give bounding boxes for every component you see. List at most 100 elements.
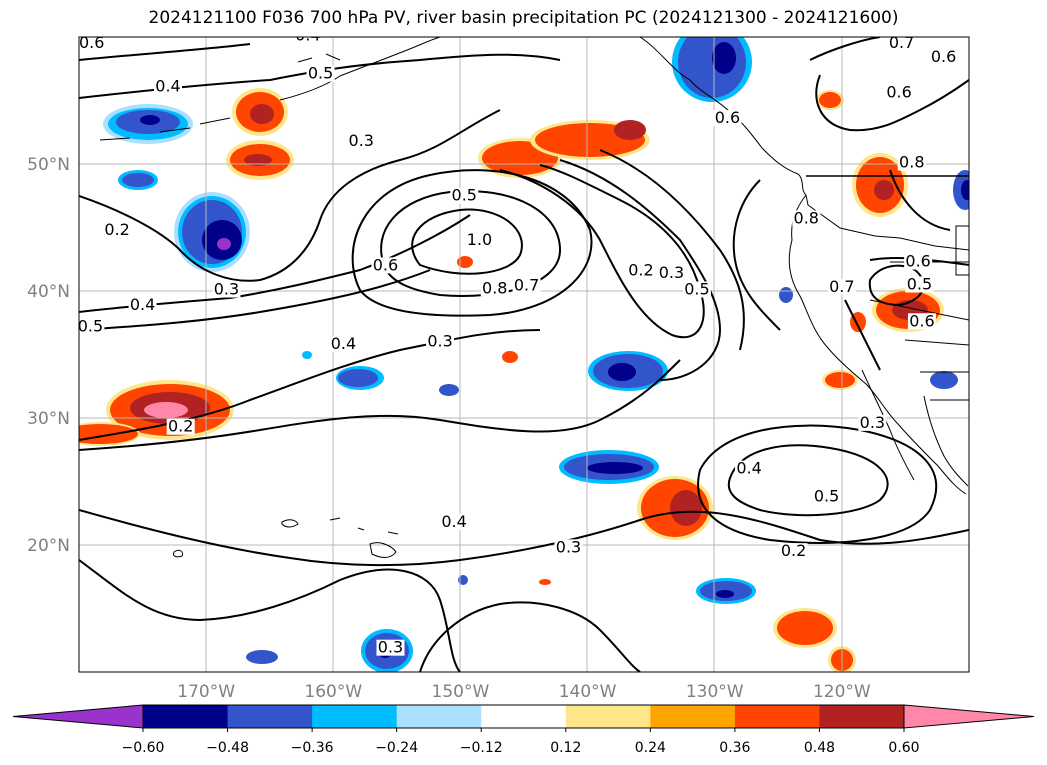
contour-label-background [376,639,405,656]
contour-label: 0.2 [168,417,193,436]
latitude-tick-label: 30°N [27,409,70,429]
contour-label-background [79,318,105,335]
contour-label-background [792,210,821,227]
precip-shading [79,37,969,672]
colorbar-tick-label: −0.48 [206,740,249,756]
contour-label-background [480,280,509,297]
contour-label: 0.4 [736,459,761,478]
contour-label: 0.6 [931,47,956,66]
contour-label-background [713,110,742,127]
contour-label: 0.7 [514,276,539,295]
colorbar-ticks: −0.60 −0.48 −0.36 −0.24 −0.12 0.12 0.24 0.36 0.4… [122,728,920,756]
latitude-tick-label: 40°N [27,282,70,302]
colorbar-tick-label: −0.60 [122,740,165,756]
longitude-ticks: 170°W 160°W 150°W 140°W 130°W 120°W [177,682,871,702]
longitude-tick-label: 130°W [686,682,744,702]
contour-label: 0.3 [378,638,403,657]
colorbar-tick-label: 0.36 [719,740,750,756]
contour-label-background [929,49,958,66]
map-content: 0.6 0.40.50.40.30.20.30.40.50.4 0.30.50.61… [78,26,969,672]
contour-label-background [79,37,106,52]
colorbar: −0.60 −0.48 −0.36 −0.24 −0.12 0.12 0.24 0.36 0.4… [12,704,1035,756]
colorbar-tick-label: 0.48 [804,740,835,756]
contour-label-background [858,414,887,431]
contour-label-background [293,37,322,44]
contour-label: 0.4 [130,295,155,314]
colorbar-bin [143,705,229,728]
latitude-ticks: 20°N 30°N 40°N 50°N [27,155,70,556]
colorbar-under-arrow [12,704,144,729]
colorbar-bin [819,705,905,728]
longitude-tick-label: 150°W [432,682,490,702]
contour-label-background [682,281,711,298]
contour-label-background [306,65,335,82]
contour-label-background [512,277,541,294]
contour-label: 1.0 [467,230,492,249]
contour-label-background [426,333,455,350]
contour-label: 0.6 [886,83,911,102]
map-title: 2024121100 F036 700 hPa PV, river basin … [148,8,899,28]
contour-label-background [329,336,358,353]
coastlines [99,37,969,558]
contour-label: 0.2 [781,541,806,560]
contour-label-background [907,313,936,330]
contour-label-background [885,84,914,101]
colorbar-bin [734,705,820,728]
colorbar-bins [143,705,905,728]
map-frame [78,36,970,673]
contour-label: 0.4 [331,334,356,353]
contour-label: 0.5 [684,280,709,299]
contour-label: 0.7 [829,277,854,296]
colorbar-tick-label: −0.12 [460,740,503,756]
longitude-tick-label: 140°W [559,682,617,702]
colorbar-tick-label: 0.12 [550,740,581,756]
contour-label: 0.5 [78,316,103,335]
contour-label-background [465,232,494,249]
contour-label-background [827,279,856,295]
contour-label: 0.7 [889,33,914,52]
latitude-tick-label: 50°N [27,155,70,175]
contour-label-background [440,513,469,530]
contour-label-background [887,37,916,52]
contour-label: 0.3 [556,537,581,556]
longitude-tick-label: 160°W [304,682,362,702]
contour-label-background [626,262,655,279]
colorbar-bin [312,705,398,728]
contour-label-background [128,296,157,313]
longitude-tick-label: 170°W [177,682,235,702]
contour-label-background [812,488,841,505]
colorbar-bin [650,705,736,728]
colorbar-bin [227,705,313,728]
contour-label-background [554,539,583,556]
contour-label: 0.5 [814,487,839,506]
contour-label: 0.3 [659,263,684,282]
contour-label-background [735,460,764,477]
pv-contours [79,37,969,672]
contour-label-background [779,543,808,560]
colorbar-tick-label: −0.36 [291,740,334,756]
contour-label-background [897,154,926,171]
contour-label: 0.6 [79,33,104,52]
contour-label-background [166,418,195,435]
contour-label-background [657,265,686,282]
contour-label: 0.2 [104,220,129,239]
contour-label: 0.4 [295,26,320,45]
colorbar-tick-label: −0.24 [375,740,418,756]
contour-label: 0.5 [308,64,333,83]
contour-label-background [905,276,934,293]
contour-label-background [371,257,400,274]
colorbar-bin [565,705,651,728]
colorbar-tick-label: 0.60 [888,740,919,756]
contour-label: 0.3 [427,332,452,351]
contour-label-background [212,281,241,298]
contour-label-background [154,78,182,95]
contour-label-background [450,187,479,204]
contour-label: 0.5 [907,274,932,293]
contour-labels: 0.6 0.40.50.40.30.20.30.40.50.4 0.30.50.61… [78,26,958,657]
contour-label: 0.6 [715,108,740,127]
contour-label: 0.8 [899,153,924,172]
contour-label: 0.3 [860,413,885,432]
contour-label: 0.3 [349,131,374,150]
contour-label-background [904,253,933,270]
